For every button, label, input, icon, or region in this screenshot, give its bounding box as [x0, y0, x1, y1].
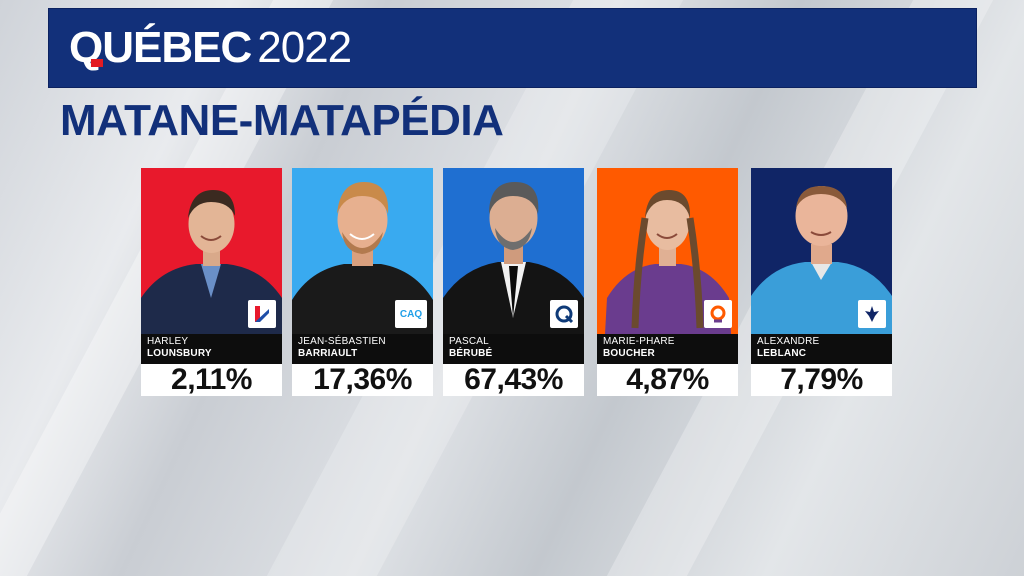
candidate-portrait — [443, 182, 584, 334]
candidate-vote-percent: 7,79% — [751, 364, 892, 396]
candidate-card: CAQ JEAN-SÉBASTIEN BARRIAULT 17,36% — [292, 168, 433, 396]
candidate-first-name: MARIE-PHARE — [603, 336, 675, 347]
candidate-first-name: PASCAL — [449, 336, 489, 347]
candidate-card: PASCAL BÉRUBÉ 67,43% — [443, 168, 584, 396]
candidate-portrait — [751, 186, 892, 334]
candidate-first-name: ALEXANDRE — [757, 336, 820, 347]
candidate-card: ALEXANDRE LEBLANC 7,79% — [751, 168, 892, 396]
caq-logo-icon: CAQ — [395, 300, 427, 328]
candidate-photo — [443, 168, 584, 334]
banner-title-year: 2022 — [257, 23, 352, 72]
candidate-card: MARIE-PHARE BOUCHER 4,87% — [597, 168, 738, 396]
plq-logo-icon — [248, 300, 276, 328]
candidate-last-name: BOUCHER — [603, 348, 655, 359]
candidate-last-name: LOUNSBURY — [147, 348, 212, 359]
candidate-photo: CAQ — [292, 168, 433, 334]
candidate-namebar: ALEXANDRE LEBLANC — [751, 334, 892, 364]
candidate-portrait — [605, 190, 731, 334]
candidate-portrait — [141, 190, 282, 334]
caq-logo-text: CAQ — [399, 308, 423, 320]
candidate-photo — [751, 168, 892, 334]
candidate-namebar: MARIE-PHARE BOUCHER — [597, 334, 738, 364]
candidate-photo — [597, 168, 738, 334]
candidate-card: HARLEY LOUNSBURY 2,11% — [141, 168, 282, 396]
candidate-last-name: BARRIAULT — [298, 348, 358, 359]
candidate-first-name: JEAN-SÉBASTIEN — [298, 336, 386, 347]
candidate-vote-percent: 2,11% — [141, 364, 282, 396]
pq-logo-icon — [550, 300, 578, 328]
candidate-vote-percent: 17,36% — [292, 364, 433, 396]
candidate-last-name: BÉRUBÉ — [449, 348, 493, 359]
pcq-logo-icon — [858, 300, 886, 328]
candidate-namebar: HARLEY LOUNSBURY — [141, 334, 282, 364]
banner-title-main: QUÉBEC — [69, 23, 252, 72]
riding-name: MATANE-MATAPÉDIA — [60, 96, 504, 145]
banner-title: QUÉBEC 2022 — [69, 23, 352, 73]
title-banner: QUÉBEC 2022 — [48, 8, 977, 88]
candidate-photo — [141, 168, 282, 334]
candidate-namebar: JEAN-SÉBASTIEN BARRIAULT — [292, 334, 433, 364]
candidate-vote-percent: 4,87% — [597, 364, 738, 396]
candidate-last-name: LEBLANC — [757, 348, 807, 359]
candidate-namebar: PASCAL BÉRUBÉ — [443, 334, 584, 364]
qs-logo-icon — [704, 300, 732, 328]
candidate-vote-percent: 67,43% — [443, 364, 584, 396]
candidate-first-name: HARLEY — [147, 336, 189, 347]
